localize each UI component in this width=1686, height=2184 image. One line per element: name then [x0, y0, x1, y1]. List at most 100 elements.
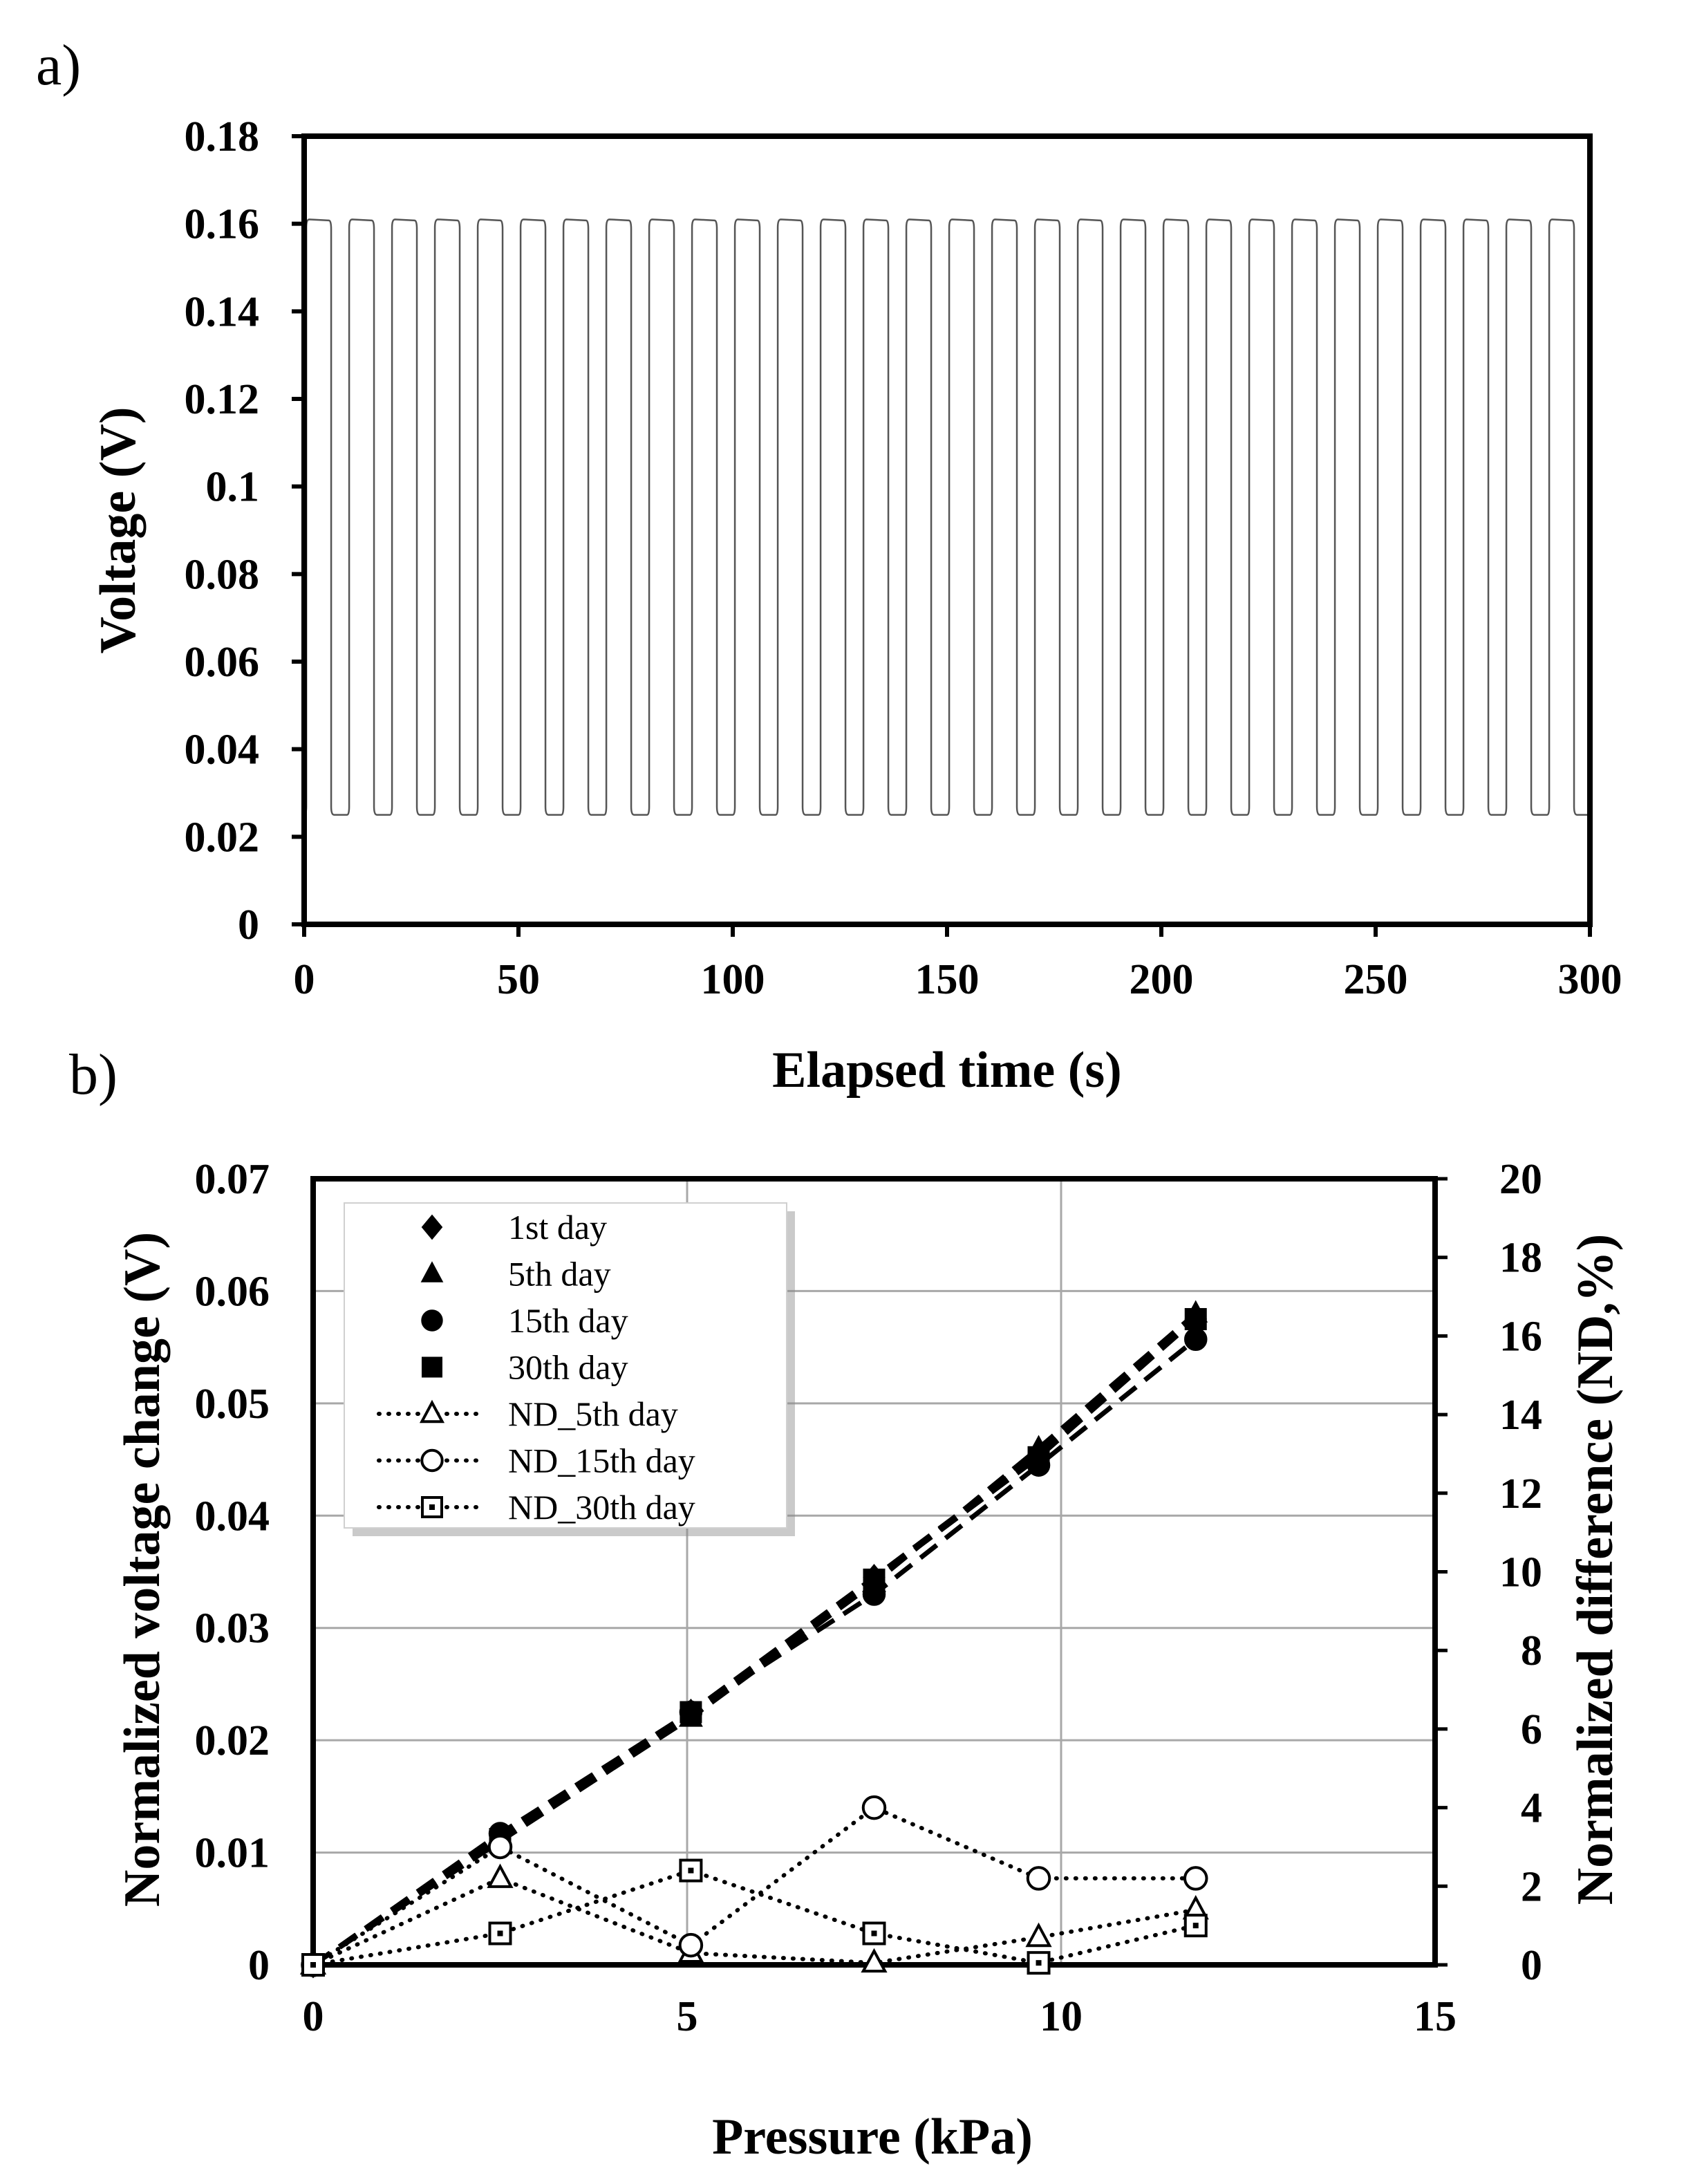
marker-15th-day: [1184, 1327, 1208, 1352]
panel-b-y2-axis-title: Normalized difference (ND,%): [1567, 1234, 1624, 1905]
marker-nd-15th-day: [861, 1795, 887, 1820]
marker-nd-15th-day: [1183, 1866, 1208, 1891]
panel-a-y-tick-label: 0.18: [185, 113, 260, 160]
legend-entry-nd-15th-day: ND_15th day: [377, 1441, 695, 1480]
legend-label: 5th day: [508, 1255, 611, 1294]
panel-a-y-tick-label: 0.06: [185, 639, 260, 686]
panel-b-y-tick-label: 0.01: [195, 1830, 270, 1877]
legend-marker-center: [429, 1504, 435, 1510]
marker-nd-30th-day-center: [871, 1930, 877, 1936]
panel-b-y-tick-label: 0.05: [195, 1381, 270, 1428]
panel-a-ticks: [292, 134, 1592, 937]
legend-marker: [419, 1399, 445, 1424]
series-line-5th-day: [312, 1312, 1198, 1967]
marker-nd-30th-day-center: [497, 1930, 503, 1936]
panel-b-y2-tick-label: 0: [1521, 1942, 1542, 1989]
panel-b-x-axis-title: Pressure (kPa): [712, 2109, 1033, 2165]
marker-30th-day: [680, 1701, 702, 1724]
panel-b-y2-tick-label: 2: [1521, 1863, 1542, 1910]
panel-a-y-tick-label: 0.1: [206, 464, 260, 511]
panel-a-x-tick-label: 250: [1344, 956, 1408, 1003]
marker-nd-30th-day-center: [688, 1867, 694, 1874]
series-line-nd-30th-day: [311, 1868, 1198, 1967]
panel-b-y2-tick-label: 10: [1499, 1549, 1542, 1596]
panel-b-y-tick-label: 0.07: [195, 1156, 270, 1203]
panel-a-label: a): [36, 33, 81, 97]
panel-b-y2-tick-label: 16: [1499, 1313, 1542, 1360]
panel-b-y2-tick-label: 20: [1499, 1156, 1542, 1203]
legend-marker: [420, 1261, 444, 1282]
series-line-nd-15th-day: [311, 1805, 1198, 1967]
panel-a-x-tick-label: 0: [294, 956, 315, 1003]
panel-b-y2-tick-label: 12: [1499, 1471, 1542, 1518]
panel-a-y-tick-label: 0.08: [185, 551, 260, 598]
panel-b-y-tick-label: 0.02: [195, 1717, 270, 1764]
legend-marker: [421, 1309, 443, 1332]
panel-b-y-tick-label: 0.04: [195, 1493, 270, 1540]
panel-a-y-axis-title: Voltage (V): [90, 407, 147, 654]
panel-a-x-tick-label: 300: [1558, 956, 1622, 1003]
panel-a-y-tick-label: 0.12: [185, 376, 260, 423]
panel-b-x-tick-label: 10: [1040, 1993, 1083, 2040]
legend-entry-1st-day: 1st day: [421, 1208, 607, 1247]
panel-a-x-tick-label: 200: [1130, 956, 1194, 1003]
panel-a-y-tick-label: 0.02: [185, 814, 260, 861]
legend-label: 15th day: [508, 1301, 628, 1340]
panel-b-x-tick-label: 15: [1414, 1993, 1456, 2040]
legend-label: ND_30th day: [508, 1488, 695, 1527]
panel-a-x-tick-label: 150: [915, 956, 980, 1003]
panel-b-x-tick-label: 0: [303, 1993, 324, 2040]
marker-nd-5th-day: [861, 1948, 888, 1973]
legend-entry-30th-day: 30th day: [422, 1348, 628, 1387]
panel-a-x-tick-label: 50: [497, 956, 540, 1003]
panel-b-y2-tick-label: 6: [1521, 1706, 1542, 1753]
legend-marker: [422, 1356, 442, 1378]
legend-label: 30th day: [508, 1348, 628, 1387]
panel-b-x-tick-labels: 0 5 10 15: [303, 1993, 1457, 2040]
panel-a-x-axis-title: Elapsed time (s): [772, 1042, 1122, 1099]
legend-label: 1st day: [508, 1208, 607, 1247]
panel-b-y-tick-label: 0.03: [195, 1605, 270, 1652]
legend-entry-15th-day: 15th day: [421, 1301, 628, 1340]
panel-b-y2-tick-label: 14: [1499, 1392, 1542, 1439]
marker-30th-day: [1184, 1308, 1207, 1331]
panel-b-y-tick-label: 0: [248, 1942, 270, 1989]
series-line-nd-5th-day: [311, 1876, 1198, 1967]
panel-b-legend: 1st day 5th day 15th day 30th day ND_5th day…: [344, 1202, 795, 1536]
legend-entry-5th-day: 5th day: [420, 1255, 611, 1294]
panel-b-label: b): [69, 1043, 118, 1107]
panel-a-voltage-series: [303, 218, 1590, 816]
panel-b-series-markers: [299, 1300, 1209, 1979]
legend-box: [344, 1202, 787, 1529]
marker-nd-5th-day: [487, 1863, 514, 1888]
legend-entry-nd-5th-day: ND_5th day: [377, 1394, 678, 1433]
legend-label: ND_5th day: [508, 1394, 678, 1433]
panel-a-x-tick-label: 100: [701, 956, 765, 1003]
marker-nd-15th-day: [1026, 1866, 1051, 1891]
panel-a-y-tick-label: 0.04: [185, 727, 260, 774]
panel-a-y-tick-label: 0: [238, 902, 259, 949]
panel-b-series-lines: [311, 1312, 1198, 1967]
panel-b-y2-tick-label: 4: [1521, 1785, 1542, 1832]
panel-a-x-tick-labels: 0 50 100 150 200 250 300: [294, 956, 1622, 1003]
marker-nd-30th-day-center: [1192, 1923, 1199, 1929]
panel-b-y-tick-label: 0.06: [195, 1268, 270, 1315]
marker-nd-15th-day: [487, 1834, 513, 1860]
marker-nd-15th-day: [678, 1932, 704, 1958]
legend-label: ND_15th day: [508, 1441, 695, 1480]
panel-a-y-tick-label: 0.14: [185, 288, 260, 335]
panel-b-y2-tick-labels: 0 2 4 6 8 10 12 14 16 18 20: [1499, 1156, 1542, 1989]
panel-b-x-tick-label: 5: [677, 1993, 698, 2040]
legend-entry-nd-30th-day: ND_30th day: [377, 1488, 695, 1527]
marker-nd-30th-day-center: [310, 1962, 316, 1968]
panel-b-y2-tick-label: 8: [1521, 1627, 1542, 1674]
panel-b-y-tick-labels: 0 0.01 0.02 0.03 0.04 0.05 0.06 0.07: [195, 1156, 270, 1989]
panel-b-y2-tick-label: 18: [1499, 1235, 1542, 1282]
panel-a-y-tick-labels: 0 0.02 0.04 0.06 0.08 0.1 0.12 0.14 0.16 0.18: [185, 113, 260, 949]
marker-30th-day: [1027, 1446, 1050, 1468]
legend-marker: [420, 1448, 444, 1473]
marker-nd-5th-day: [1025, 1922, 1052, 1948]
panel-a-plot-frame: [301, 133, 1593, 927]
marker-nd-30th-day-center: [1036, 1960, 1042, 1966]
